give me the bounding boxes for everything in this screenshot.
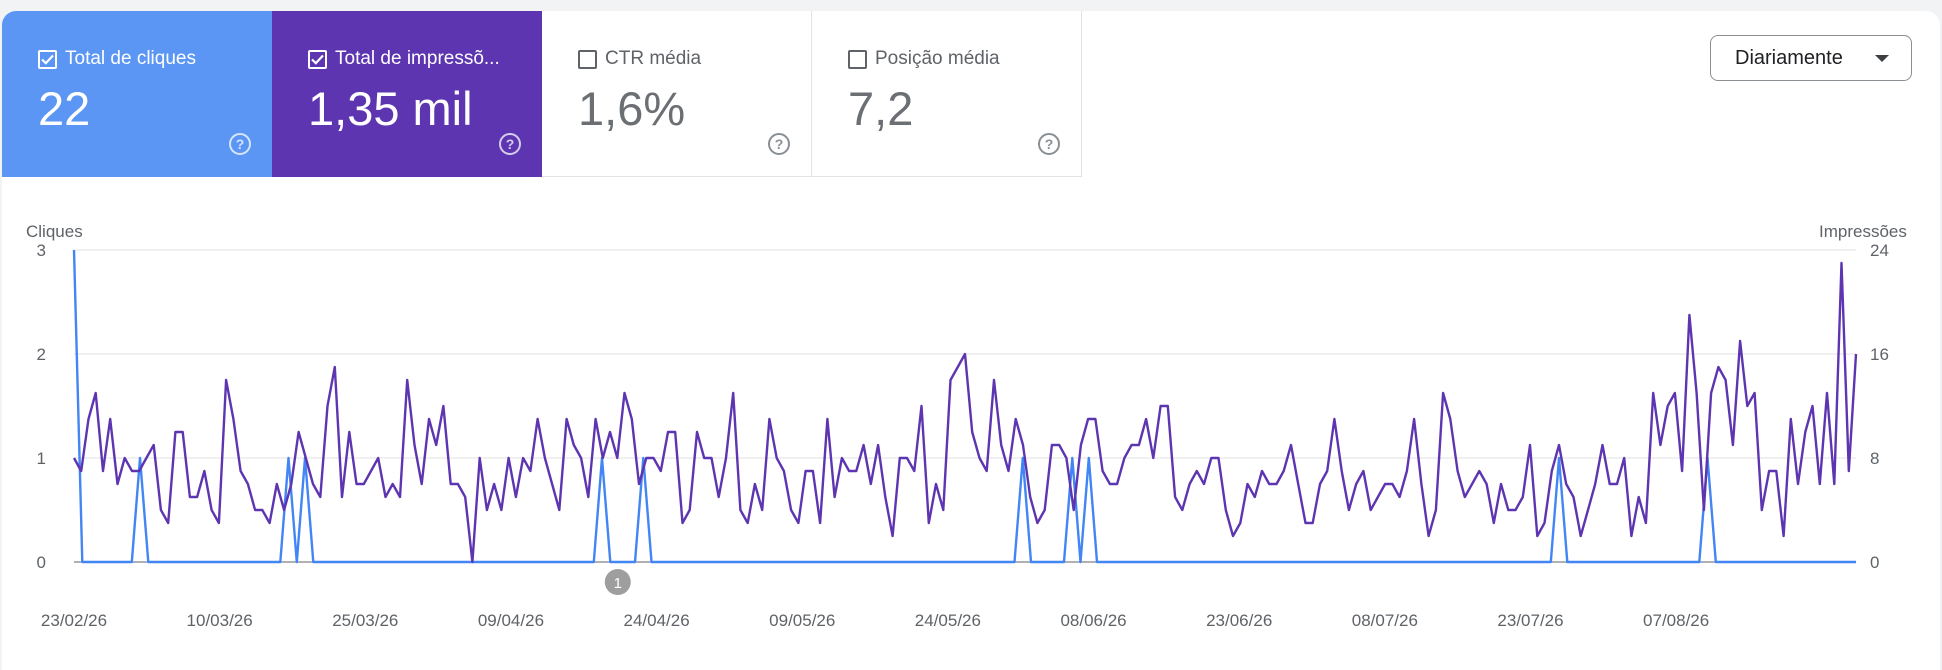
x-tick-label: 10/03/26 [187, 611, 253, 630]
granularity-dropdown[interactable]: Diariamente [1710, 35, 1912, 81]
checkbox-checked-icon[interactable] [308, 49, 327, 69]
help-icon[interactable]: ? [1037, 132, 1061, 156]
dropdown-selected-value: Diariamente [1735, 46, 1843, 69]
metric-card-header: Posição média [848, 48, 1000, 70]
x-tick-label: 08/07/26 [1352, 611, 1418, 630]
help-icon[interactable]: ? [228, 132, 252, 156]
svg-text:?: ? [506, 136, 515, 152]
help-icon[interactable]: ? [767, 132, 791, 156]
metric-card-ctr[interactable]: CTR média 1,6% ? [542, 11, 812, 177]
y-tick-left: 0 [37, 553, 46, 572]
metric-value: 1,6% [578, 82, 686, 135]
caret-down-icon [1875, 55, 1889, 62]
x-tick-label: 09/04/26 [478, 611, 544, 630]
performance-panel: Total de cliques 22 ? Total de impressõ.… [2, 11, 1940, 670]
y-tick-right: 8 [1870, 449, 1879, 468]
checkbox-unchecked-icon[interactable] [848, 49, 867, 69]
svg-text:?: ? [236, 136, 245, 152]
y-tick-left: 2 [37, 345, 46, 364]
x-tick-label: 25/03/26 [332, 611, 398, 630]
metric-label: CTR média [605, 48, 702, 69]
x-tick-label: 24/04/26 [624, 611, 690, 630]
metric-value: 7,2 [848, 82, 914, 135]
y-tick-right: 0 [1870, 553, 1879, 572]
metric-value: 22 [38, 82, 91, 135]
metric-card-header: Total de impressõ... [308, 48, 500, 70]
metric-card-header: Total de cliques [38, 48, 196, 70]
svg-text:?: ? [775, 136, 784, 152]
checkbox-unchecked-icon[interactable] [578, 49, 597, 69]
x-tick-label: 23/02/26 [41, 611, 107, 630]
metric-label: Total de impressõ... [335, 48, 500, 69]
metric-card-clicks[interactable]: Total de cliques 22 ? [2, 11, 272, 177]
y-tick-right: 16 [1870, 345, 1889, 364]
x-tick-label: 24/05/26 [915, 611, 981, 630]
series-line-impressions [72, 261, 1858, 564]
metric-value: 1,35 mil [308, 82, 473, 135]
y-axis-left-title: Cliques [26, 222, 83, 241]
checkbox-checked-icon[interactable] [38, 49, 57, 69]
series-line-clicks [72, 249, 1856, 564]
x-tick-label: 07/08/26 [1643, 611, 1709, 630]
metric-card-position[interactable]: Posição média 7,2 ? [812, 11, 1082, 177]
svg-text:?: ? [1045, 136, 1054, 152]
metric-label: Posição média [875, 48, 1000, 69]
help-icon[interactable]: ? [498, 132, 522, 156]
y-tick-right: 24 [1870, 241, 1889, 260]
metric-card-header: CTR média [578, 48, 701, 70]
annotation-label: 1 [614, 575, 622, 592]
annotation-marker [604, 569, 631, 595]
y-tick-left: 1 [37, 449, 46, 468]
metric-card-impressions[interactable]: Total de impressõ... 1,35 mil ? [272, 11, 542, 177]
x-tick-label: 09/05/26 [769, 611, 835, 630]
x-tick-label: 23/06/26 [1206, 611, 1272, 630]
metric-label: Total de cliques [65, 48, 196, 69]
y-axis-right-title: Impressões [1819, 222, 1907, 241]
metric-cards: Total de cliques 22 ? Total de impressõ.… [2, 11, 1082, 177]
x-tick-label: 23/07/26 [1497, 611, 1563, 630]
y-tick-left: 3 [37, 241, 46, 260]
x-tick-label: 08/06/26 [1060, 611, 1126, 630]
